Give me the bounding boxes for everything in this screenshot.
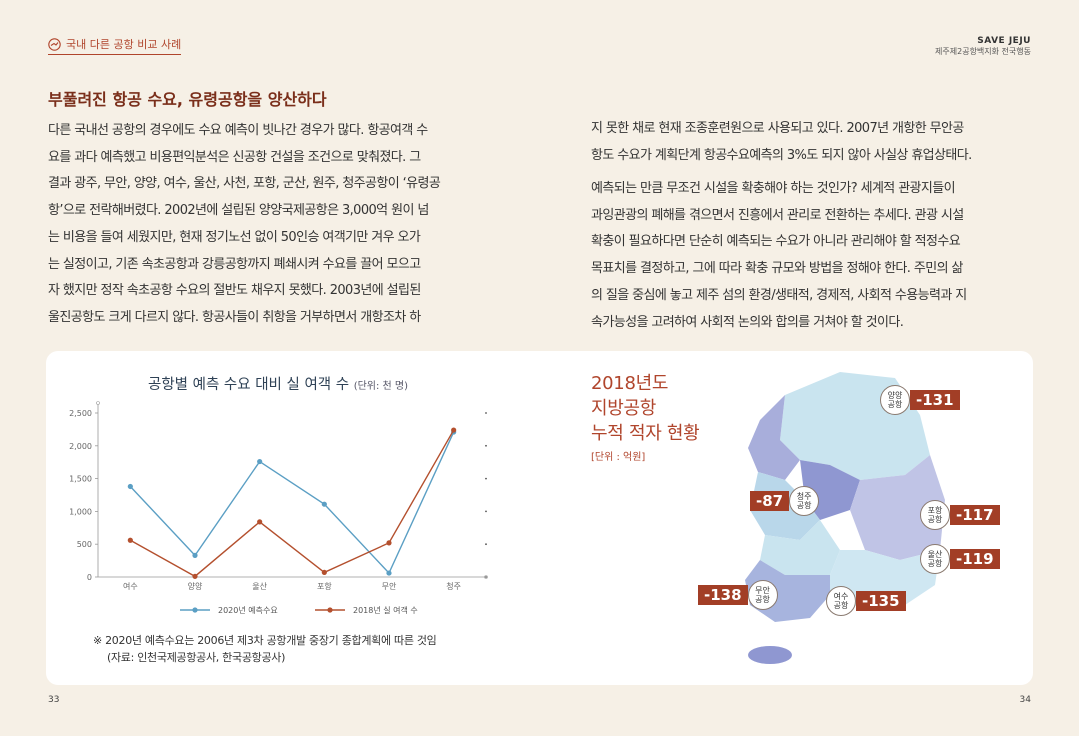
data-point [386, 540, 392, 546]
map-region-gyeonggi [748, 395, 800, 480]
map-title-line: 2018년도 [591, 373, 669, 394]
pin-deficit-value: -135 [856, 591, 906, 611]
series-line [129, 429, 455, 578]
legend-label: 2020년 예측수요 [218, 605, 278, 615]
text-line: 과잉관광의 폐해를 겪으면서 진흥에서 관리로 전환하는 추세다. 관광 시설 [591, 207, 964, 223]
page-number-left: 33 [48, 695, 60, 705]
right-tick-dot [485, 510, 487, 513]
data-point [451, 427, 457, 433]
text-line: 지 못한 채로 현재 조종훈련원으로 사용되고 있다. 2007년 개항한 무안… [591, 121, 964, 136]
map-pin-muan: -138 무안 공항 [698, 580, 778, 610]
note-line: ※ 2020년 예측수요는 2006년 제3차 공항개발 중장기 종합계획에 따… [93, 634, 437, 647]
map-pin-cheongju: -87 청주 공항 [750, 486, 820, 516]
text-line: 예측되는 만큼 무조건 시설을 확충해야 하는 것인가? 세계적 관광지들이 [591, 181, 956, 196]
right-tick-dot [485, 576, 487, 578]
pin-airport-label: 울산 공항 [920, 544, 950, 574]
left-body-text: 다른 국내선 공항의 경우에도 수요 예측이 빗나간 경우가 많다. 항공여객 … [48, 118, 494, 332]
pin-deficit-value: -131 [910, 390, 960, 410]
section-tag-label: 국내 다른 공항 비교 사례 [66, 38, 182, 51]
map-pin-pohang: 포항 공항 -117 [920, 500, 1000, 530]
map-pin-ulsan: 울산 공항 -119 [920, 544, 1000, 574]
x-tick-label: 무안 [382, 581, 397, 591]
page-number-right: 34 [1019, 695, 1031, 705]
text-line: 항’으로 전락해버렸다. 2002년에 설립된 양양국제공항은 3,000억 원… [48, 203, 429, 219]
pin-airport-label: 여수 공항 [826, 586, 856, 616]
chart-title-text: 공항별 예측 수요 대비 실 여객 수 [148, 377, 350, 393]
pin-deficit-value: -138 [698, 585, 748, 605]
map-region-jeju [748, 646, 792, 664]
map-title-line: 지방공항 [591, 398, 657, 419]
y-tick-label: 2,000 [69, 442, 92, 451]
pin-deficit-value: -87 [750, 491, 790, 511]
x-tick-label: 청주 [446, 582, 461, 591]
data-point [257, 458, 263, 465]
text-line: 다른 국내선 공항의 경우에도 수요 예측이 빗나간 경우가 많다. 항공여객 … [48, 123, 428, 138]
series-line [129, 431, 455, 575]
map-region-gyeongbuk [850, 455, 945, 560]
text-line: 는 실정이고, 기존 속초공항과 강릉공항까지 폐쇄시켜 수요를 끌어 모으고 [48, 256, 421, 272]
text-line: 속가능성을 고려하여 사회적 논의와 합의를 거쳐야 할 것이다. [591, 314, 904, 330]
text-line: 확충이 필요하다면 단순히 예측되는 수요가 아니라 관리해야 할 적정수요 [591, 234, 961, 250]
brand-subtitle: 제주제2공항백지화 전국행동 [935, 47, 1031, 57]
x-tick-label: 포항 [317, 582, 332, 591]
right-body-text-1: 지 못한 채로 현재 조종훈련원으로 사용되고 있다. 2007년 개항한 무안… [591, 116, 1036, 169]
x-tick-label: 양양 [188, 582, 203, 591]
right-tick-dot [485, 412, 487, 414]
map-title-line: 누적 적자 현황 [591, 423, 700, 444]
map-region-jeonbuk [760, 520, 840, 575]
map-unit: [단위 : 억원] [591, 452, 646, 463]
text-line: 의 질을 중심에 놓고 제주 섬의 환경/생태적, 경제적, 사회적 수용능력과… [591, 287, 967, 303]
y-tick-label: 500 [77, 540, 92, 549]
data-point [192, 573, 198, 579]
plane-circle-icon [48, 37, 61, 51]
pin-deficit-value: -117 [950, 505, 1000, 525]
y-tick-label: 1,000 [69, 507, 92, 516]
map-title: 2018년도 지방공항 누적 적자 현황 [591, 371, 700, 446]
data-point [386, 570, 392, 576]
y-tick-label: 0 [87, 573, 92, 582]
pin-airport-label: 무안 공항 [747, 580, 778, 610]
axis-end-marker [96, 401, 100, 405]
section-heading: 부풀려진 항공 수요, 유령공항을 양산하다 [48, 90, 327, 109]
data-point [321, 569, 327, 576]
chart-note: ※ 2020년 예측수요는 2006년 제3차 공항개발 중장기 종합계획에 따… [93, 632, 437, 666]
y-tick-label: 1,500 [69, 475, 92, 484]
text-line: 자 했지만 정작 속초공항 수요의 절반도 채우지 못했다. 2003년에 설립… [48, 283, 421, 299]
pin-deficit-value: -119 [950, 549, 1000, 569]
x-tick-label: 울산 [252, 581, 267, 591]
pin-airport-label: 양양 공항 [880, 385, 910, 415]
right-tick-dot [485, 543, 487, 546]
section-tag: 국내 다른 공항 비교 사례 [48, 36, 182, 55]
chart-title: 공항별 예측 수요 대비 실 여객 수 (단위: 천 명) [148, 373, 408, 394]
line-chart: 0 500 1,000 1,500 2,000 2,500 여수 양양 울산 포항 무안 청주 2020… [69, 401, 488, 615]
note-source: (자료: 인천국제공항공사, 한국공항공사) [107, 651, 286, 664]
right-body-text-2: 예측되는 만큼 무조건 시설을 확충해야 하는 것인가? 세계적 관광지들이 과… [591, 176, 1036, 336]
brand-title: SAVE JEJU [977, 36, 1031, 46]
data-point [127, 483, 133, 490]
data-point [127, 537, 133, 543]
y-tick-label: 2,500 [69, 409, 92, 418]
pin-airport-label: 청주 공항 [789, 486, 820, 516]
data-point [257, 519, 263, 525]
text-line: 결과 광주, 무안, 양양, 여수, 울산, 사천, 포항, 군산, 원주, 청… [48, 176, 441, 192]
legend-label: 2018년 실 여객 수 [353, 605, 418, 615]
text-line: 울진공항도 크게 다르지 않다. 항공사들이 취항을 거부하면서 개항조차 하 [48, 309, 421, 325]
map-pin-yeosu: 여수 공항 -135 [826, 586, 906, 616]
text-line: 요를 과다 예측했고 비용편익분석은 신공항 건설을 조건으로 맞춰졌다. 그 [48, 149, 421, 165]
right-tick-dot [485, 444, 487, 447]
data-point [321, 501, 327, 507]
text-line: 항도 수요가 계획단계 항공수요예측의 3%도 되지 않아 사실상 휴업상태다. [591, 147, 972, 163]
x-tick-label: 여수 [123, 581, 138, 591]
pin-airport-label: 포항 공항 [920, 500, 950, 530]
legend-marker [327, 607, 333, 613]
chart-unit: (단위: 천 명) [353, 381, 409, 392]
data-point [192, 552, 198, 558]
text-line: 는 비용을 들여 세웠지만, 현재 정기노선 없이 50인승 여객기만 겨우 오… [48, 229, 421, 245]
legend-marker [192, 607, 198, 613]
map-pin-yangyang: 양양 공항 -131 [880, 385, 960, 415]
brand-block: SAVE JEJU 제주제2공항백지화 전국행동 [935, 36, 1031, 57]
text-line: 목표치를 결정하고, 그에 따라 확충 규모와 방법을 정해야 한다. 주민의 … [591, 261, 963, 277]
right-tick-dot [485, 477, 487, 480]
